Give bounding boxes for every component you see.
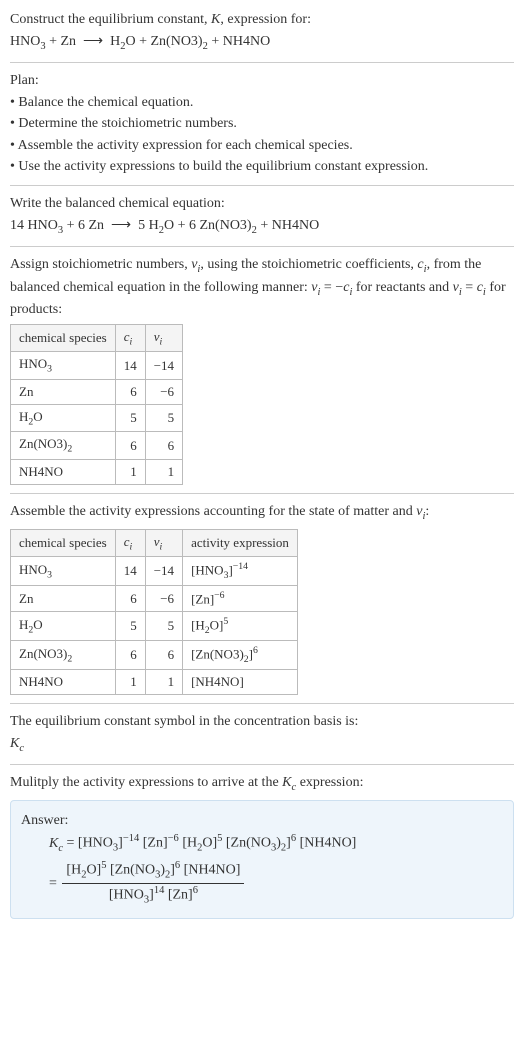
table-row: HNO314−14 bbox=[11, 352, 183, 380]
fraction-denominator: [HNO3]14 [Zn]6 bbox=[62, 884, 244, 908]
table-row: Zn6−6[Zn]−6 bbox=[11, 586, 298, 612]
table-row: Zn6−6 bbox=[11, 379, 183, 404]
kc-symbol-line1: The equilibrium constant symbol in the c… bbox=[10, 712, 514, 732]
cell: [NH4NO] bbox=[183, 670, 298, 695]
table-row: Zn(NO3)266[Zn(NO3)2]6 bbox=[11, 641, 298, 670]
divider bbox=[10, 185, 514, 186]
plan-item: • Balance the chemical equation. bbox=[10, 93, 514, 113]
cell: [Zn]−6 bbox=[183, 586, 298, 612]
cell: 6 bbox=[115, 379, 145, 404]
table-row: HNO314−14[HNO3]−14 bbox=[11, 557, 298, 586]
cell: −14 bbox=[145, 352, 182, 380]
divider bbox=[10, 703, 514, 704]
cell: 1 bbox=[115, 460, 145, 485]
cell: [H2O]5 bbox=[183, 612, 298, 641]
cell: 5 bbox=[115, 404, 145, 432]
multiply-line: Mulitply the activity expressions to arr… bbox=[10, 773, 514, 795]
stoich-table: chemical species ci νi HNO314−14 Zn6−6 H… bbox=[10, 324, 183, 485]
divider bbox=[10, 246, 514, 247]
col-header: ci bbox=[115, 529, 145, 557]
kc-symbol-line2: Kc bbox=[10, 734, 514, 756]
construct-line1: Construct the equilibrium constant, K, e… bbox=[10, 10, 514, 30]
answer-box: Answer: Kc = [HNO3]−14 [Zn]−6 [H2O]5 [Zn… bbox=[10, 800, 514, 919]
cell: 1 bbox=[145, 670, 182, 695]
cell: −6 bbox=[145, 379, 182, 404]
col-header: chemical species bbox=[11, 529, 116, 557]
fraction-numerator: [H2O]5 [Zn(NO3)2]6 [NH4NO] bbox=[62, 859, 244, 884]
cell: Zn bbox=[11, 379, 116, 404]
table-row: NH4NO11[NH4NO] bbox=[11, 670, 298, 695]
construct-equation: HNO3 + Zn ⟶ H2O + Zn(NO3)2 + NH4NO bbox=[10, 32, 514, 54]
equals-text: = bbox=[49, 875, 60, 890]
table-row: H2O55[H2O]5 bbox=[11, 612, 298, 641]
divider bbox=[10, 764, 514, 765]
plan-title: Plan: bbox=[10, 71, 514, 91]
plan-item: • Determine the stoichiometric numbers. bbox=[10, 114, 514, 134]
cell: H2O bbox=[11, 404, 116, 432]
divider bbox=[10, 62, 514, 63]
col-header: ci bbox=[115, 324, 145, 352]
cell: [HNO3]−14 bbox=[183, 557, 298, 586]
col-header: activity expression bbox=[183, 529, 298, 557]
cell: H2O bbox=[11, 612, 116, 641]
plan-item: • Assemble the activity expression for e… bbox=[10, 136, 514, 156]
balanced-equation: 14 HNO3 + 6 Zn ⟶ 5 H2O + 6 Zn(NO3)2 + NH… bbox=[10, 216, 514, 238]
table-row: Zn(NO3)266 bbox=[11, 432, 183, 460]
cell: 6 bbox=[115, 586, 145, 612]
activity-table: chemical species ci νi activity expressi… bbox=[10, 529, 298, 696]
construct-header: Construct the equilibrium constant, K, e… bbox=[10, 10, 514, 54]
balanced-section: Write the balanced chemical equation: 14… bbox=[10, 194, 514, 238]
cell: 1 bbox=[145, 460, 182, 485]
stoich-section: Assign stoichiometric numbers, νi, using… bbox=[10, 255, 514, 485]
activity-section: Assemble the activity expressions accoun… bbox=[10, 502, 514, 695]
table-row: NH4NO11 bbox=[11, 460, 183, 485]
cell: 6 bbox=[115, 432, 145, 460]
cell: HNO3 bbox=[11, 557, 116, 586]
table-header-row: chemical species ci νi activity expressi… bbox=[11, 529, 298, 557]
cell: −6 bbox=[145, 586, 182, 612]
activity-intro: Assemble the activity expressions accoun… bbox=[10, 502, 514, 524]
cell: −14 bbox=[145, 557, 182, 586]
plan-section: Plan: • Balance the chemical equation. •… bbox=[10, 71, 514, 177]
answer-eq-line2: = [H2O]5 [Zn(NO3)2]6 [NH4NO] [HNO3]14 [Z… bbox=[49, 859, 503, 908]
answer-label: Answer: bbox=[21, 811, 503, 831]
cell: 5 bbox=[115, 612, 145, 641]
cell: NH4NO bbox=[11, 460, 116, 485]
col-header: chemical species bbox=[11, 324, 116, 352]
cell: Zn bbox=[11, 586, 116, 612]
plan-item: • Use the activity expressions to build … bbox=[10, 157, 514, 177]
col-header: νi bbox=[145, 529, 182, 557]
cell: HNO3 bbox=[11, 352, 116, 380]
cell: 5 bbox=[145, 404, 182, 432]
kc-symbol-section: The equilibrium constant symbol in the c… bbox=[10, 712, 514, 756]
balanced-title: Write the balanced chemical equation: bbox=[10, 194, 514, 214]
cell: 14 bbox=[115, 557, 145, 586]
divider bbox=[10, 493, 514, 494]
cell: 6 bbox=[145, 432, 182, 460]
cell: 14 bbox=[115, 352, 145, 380]
stoich-intro: Assign stoichiometric numbers, νi, using… bbox=[10, 255, 514, 320]
fraction: [H2O]5 [Zn(NO3)2]6 [NH4NO] [HNO3]14 [Zn]… bbox=[62, 859, 244, 908]
col-header: νi bbox=[145, 324, 182, 352]
cell: [Zn(NO3)2]6 bbox=[183, 641, 298, 670]
cell: 5 bbox=[145, 612, 182, 641]
multiply-section: Mulitply the activity expressions to arr… bbox=[10, 773, 514, 919]
cell: 6 bbox=[115, 641, 145, 670]
cell: 6 bbox=[145, 641, 182, 670]
table-header-row: chemical species ci νi bbox=[11, 324, 183, 352]
cell: NH4NO bbox=[11, 670, 116, 695]
cell: Zn(NO3)2 bbox=[11, 641, 116, 670]
cell: 1 bbox=[115, 670, 145, 695]
answer-eq-line1: Kc = [HNO3]−14 [Zn]−6 [H2O]5 [Zn(NO3)2]6… bbox=[49, 832, 503, 856]
cell: Zn(NO3)2 bbox=[11, 432, 116, 460]
table-row: H2O55 bbox=[11, 404, 183, 432]
